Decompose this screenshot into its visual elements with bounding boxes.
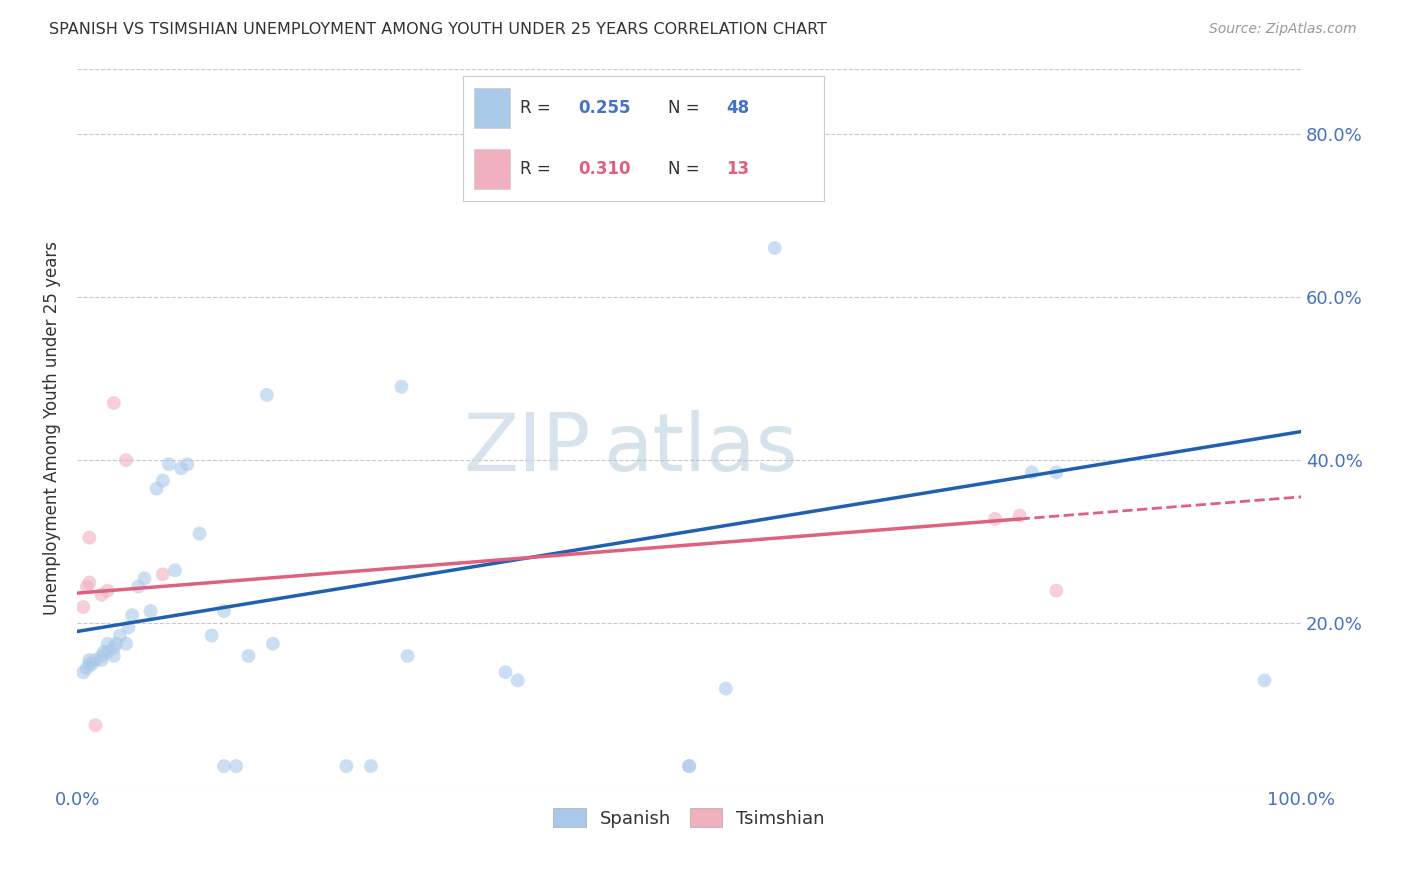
- Y-axis label: Unemployment Among Youth under 25 years: Unemployment Among Youth under 25 years: [44, 241, 60, 615]
- Point: [72, 599, 94, 614]
- Point: [984, 512, 1007, 526]
- Point: [170, 461, 193, 475]
- Point: [506, 673, 529, 688]
- Point: [90, 653, 112, 667]
- Point: [225, 759, 247, 773]
- Point: [97, 583, 120, 598]
- Point: [97, 637, 120, 651]
- Point: [93, 645, 115, 659]
- Point: [103, 648, 125, 663]
- Point: [262, 637, 284, 651]
- Point: [391, 380, 413, 394]
- Point: [212, 759, 235, 773]
- Point: [201, 628, 224, 642]
- Point: [84, 718, 107, 732]
- Point: [76, 580, 98, 594]
- Point: [1253, 673, 1275, 688]
- Point: [103, 640, 125, 655]
- Point: [79, 531, 101, 545]
- Point: [1045, 466, 1067, 480]
- Point: [139, 604, 162, 618]
- Point: [103, 396, 125, 410]
- Point: [72, 665, 94, 680]
- Point: [79, 657, 101, 672]
- Legend: Spanish, Tsimshian: Spanish, Tsimshian: [546, 801, 832, 835]
- Point: [97, 645, 120, 659]
- Text: Source: ZipAtlas.com: Source: ZipAtlas.com: [1209, 22, 1357, 37]
- Point: [256, 388, 278, 402]
- Point: [335, 759, 357, 773]
- Text: atlas: atlas: [603, 410, 797, 488]
- Point: [360, 759, 382, 773]
- Point: [145, 482, 167, 496]
- Point: [105, 637, 128, 651]
- Point: [152, 474, 174, 488]
- Point: [163, 563, 186, 577]
- Point: [115, 453, 138, 467]
- Point: [121, 608, 143, 623]
- Point: [678, 759, 700, 773]
- Point: [1008, 508, 1031, 523]
- Point: [495, 665, 517, 680]
- Point: [76, 661, 98, 675]
- Text: ZIP: ZIP: [464, 410, 591, 488]
- Point: [714, 681, 737, 696]
- Point: [157, 457, 180, 471]
- Text: SPANISH VS TSIMSHIAN UNEMPLOYMENT AMONG YOUTH UNDER 25 YEARS CORRELATION CHART: SPANISH VS TSIMSHIAN UNEMPLOYMENT AMONG …: [49, 22, 827, 37]
- Point: [1021, 466, 1043, 480]
- Point: [134, 571, 156, 585]
- Point: [79, 575, 101, 590]
- Point: [84, 653, 107, 667]
- Point: [127, 580, 149, 594]
- Point: [1045, 583, 1067, 598]
- Point: [90, 648, 112, 663]
- Point: [212, 604, 235, 618]
- Point: [176, 457, 198, 471]
- Point: [108, 628, 131, 642]
- Point: [152, 567, 174, 582]
- Point: [188, 526, 211, 541]
- Point: [763, 241, 786, 255]
- Point: [80, 657, 103, 672]
- Point: [238, 648, 260, 663]
- Point: [115, 637, 138, 651]
- Point: [396, 648, 419, 663]
- Point: [678, 759, 700, 773]
- Point: [79, 653, 101, 667]
- Point: [117, 620, 139, 634]
- Point: [90, 588, 112, 602]
